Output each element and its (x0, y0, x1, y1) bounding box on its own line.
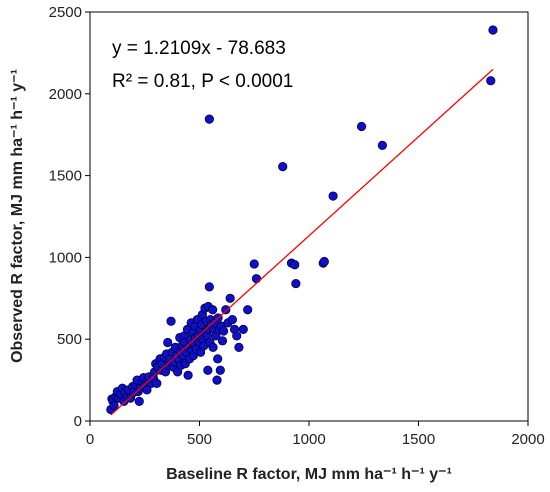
data-point (243, 305, 253, 315)
data-point (208, 342, 218, 352)
data-point (218, 326, 229, 336)
data-point (319, 256, 329, 267)
r-squared-annotation: R² = 0.81, P < 0.0001 (112, 71, 293, 92)
data-point (278, 162, 288, 172)
y-tick-label: 1000 (49, 249, 82, 266)
y-tick-label: 2500 (49, 4, 82, 21)
x-tick-label: 1500 (402, 431, 435, 448)
equation-annotation: y = 1.2109x - 78.683 (112, 38, 286, 59)
y-axis-title: Observed R factor, MJ mm ha⁻¹ h⁻¹ y⁻¹ (9, 69, 26, 363)
data-point (251, 274, 262, 284)
y-tick-label: 0 (74, 413, 82, 430)
data-point (225, 293, 235, 303)
data-point (213, 354, 223, 364)
data-point (217, 336, 228, 346)
data-point (109, 400, 119, 411)
data-point (227, 314, 237, 325)
data-point (377, 140, 387, 150)
y-axis-ticks: 0 500 1000 1500 2000 2500 (49, 4, 90, 430)
y-tick-label: 1500 (49, 168, 82, 185)
data-point (152, 378, 162, 388)
data-point (238, 324, 248, 334)
data-point (356, 121, 367, 132)
data-point (134, 396, 144, 406)
x-tick-label: 2000 (511, 431, 544, 448)
x-tick-label: 1000 (292, 431, 325, 448)
data-point (221, 305, 231, 315)
y-tick-label: 2000 (49, 86, 82, 103)
data-point (232, 331, 242, 341)
data-point (291, 278, 301, 289)
data-point (204, 114, 214, 124)
y-tick-label: 500 (57, 331, 82, 348)
x-tick-label: 500 (187, 431, 212, 448)
data-point (203, 365, 213, 375)
data-point (163, 337, 173, 348)
x-axis-title: Baseline R factor, MJ mm ha⁻¹ h⁻¹ y⁻¹ (166, 466, 452, 483)
data-point (249, 259, 259, 269)
x-tick-label: 0 (86, 431, 94, 448)
regression-line (110, 68, 494, 416)
data-point (212, 375, 222, 385)
data-points (106, 25, 498, 415)
data-point (215, 365, 225, 375)
data-point (166, 316, 176, 326)
data-point (142, 385, 152, 395)
data-point (486, 76, 496, 86)
data-point (204, 282, 214, 292)
data-point (183, 370, 193, 380)
data-point (488, 25, 498, 35)
data-point (208, 305, 218, 315)
data-point (290, 260, 300, 270)
data-point (328, 191, 338, 201)
x-axis-ticks: 0 500 1000 1500 2000 (86, 421, 545, 448)
data-point (234, 342, 244, 352)
